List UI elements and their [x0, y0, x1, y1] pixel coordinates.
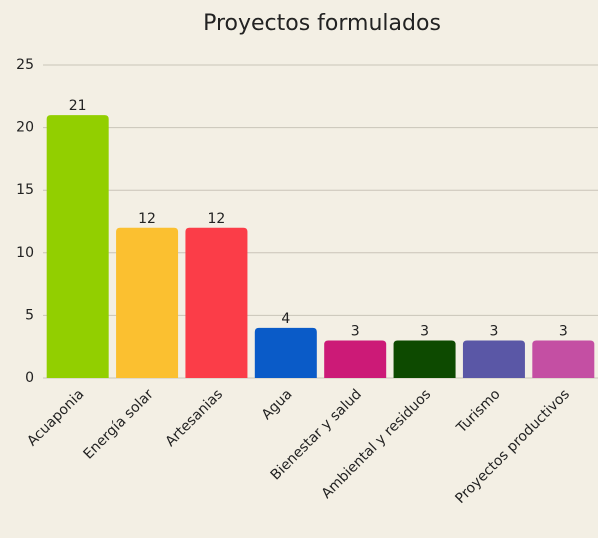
chart-title: Proyectos formulados	[203, 11, 441, 36]
y-tick-label: 10	[16, 245, 34, 261]
y-tick-label: 0	[25, 370, 34, 386]
value-label: 3	[420, 323, 429, 339]
bar	[324, 340, 387, 378]
y-tick-label: 5	[25, 307, 34, 323]
bar	[254, 327, 317, 378]
value-label: 3	[559, 323, 568, 339]
value-label: 3	[351, 323, 360, 339]
y-tick-label: 15	[16, 182, 34, 198]
bar	[185, 227, 248, 378]
bar	[462, 340, 525, 378]
y-tick-label: 20	[16, 120, 34, 136]
value-label: 21	[69, 98, 87, 114]
bar	[532, 340, 595, 378]
value-label: 3	[489, 323, 498, 339]
bar	[46, 115, 109, 378]
bar	[393, 340, 456, 378]
value-label: 12	[208, 211, 226, 227]
y-tick-label: 25	[16, 57, 34, 73]
value-label: 12	[138, 211, 156, 227]
value-label: 4	[281, 311, 290, 327]
bar	[116, 227, 179, 378]
